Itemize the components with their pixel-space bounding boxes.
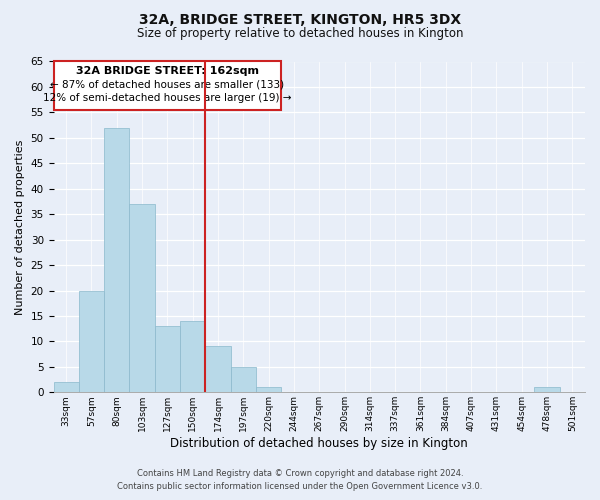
Bar bbox=[130, 204, 155, 392]
Bar bbox=[180, 321, 205, 392]
Bar bbox=[535, 387, 560, 392]
Bar bbox=[205, 346, 230, 393]
Text: Size of property relative to detached houses in Kington: Size of property relative to detached ho… bbox=[137, 28, 463, 40]
X-axis label: Distribution of detached houses by size in Kington: Distribution of detached houses by size … bbox=[170, 437, 468, 450]
Bar bbox=[53, 382, 79, 392]
FancyBboxPatch shape bbox=[53, 62, 281, 110]
Text: 12% of semi-detached houses are larger (19) →: 12% of semi-detached houses are larger (… bbox=[43, 93, 292, 103]
Y-axis label: Number of detached properties: Number of detached properties bbox=[15, 139, 25, 314]
Bar bbox=[79, 290, 104, 392]
Text: 32A, BRIDGE STREET, KINGTON, HR5 3DX: 32A, BRIDGE STREET, KINGTON, HR5 3DX bbox=[139, 12, 461, 26]
Text: Contains HM Land Registry data © Crown copyright and database right 2024.
Contai: Contains HM Land Registry data © Crown c… bbox=[118, 470, 482, 491]
Bar bbox=[256, 387, 281, 392]
Bar bbox=[104, 128, 130, 392]
Text: ← 87% of detached houses are smaller (133): ← 87% of detached houses are smaller (13… bbox=[50, 80, 284, 90]
Bar bbox=[155, 326, 180, 392]
Text: 32A BRIDGE STREET: 162sqm: 32A BRIDGE STREET: 162sqm bbox=[76, 66, 259, 76]
Bar bbox=[230, 367, 256, 392]
